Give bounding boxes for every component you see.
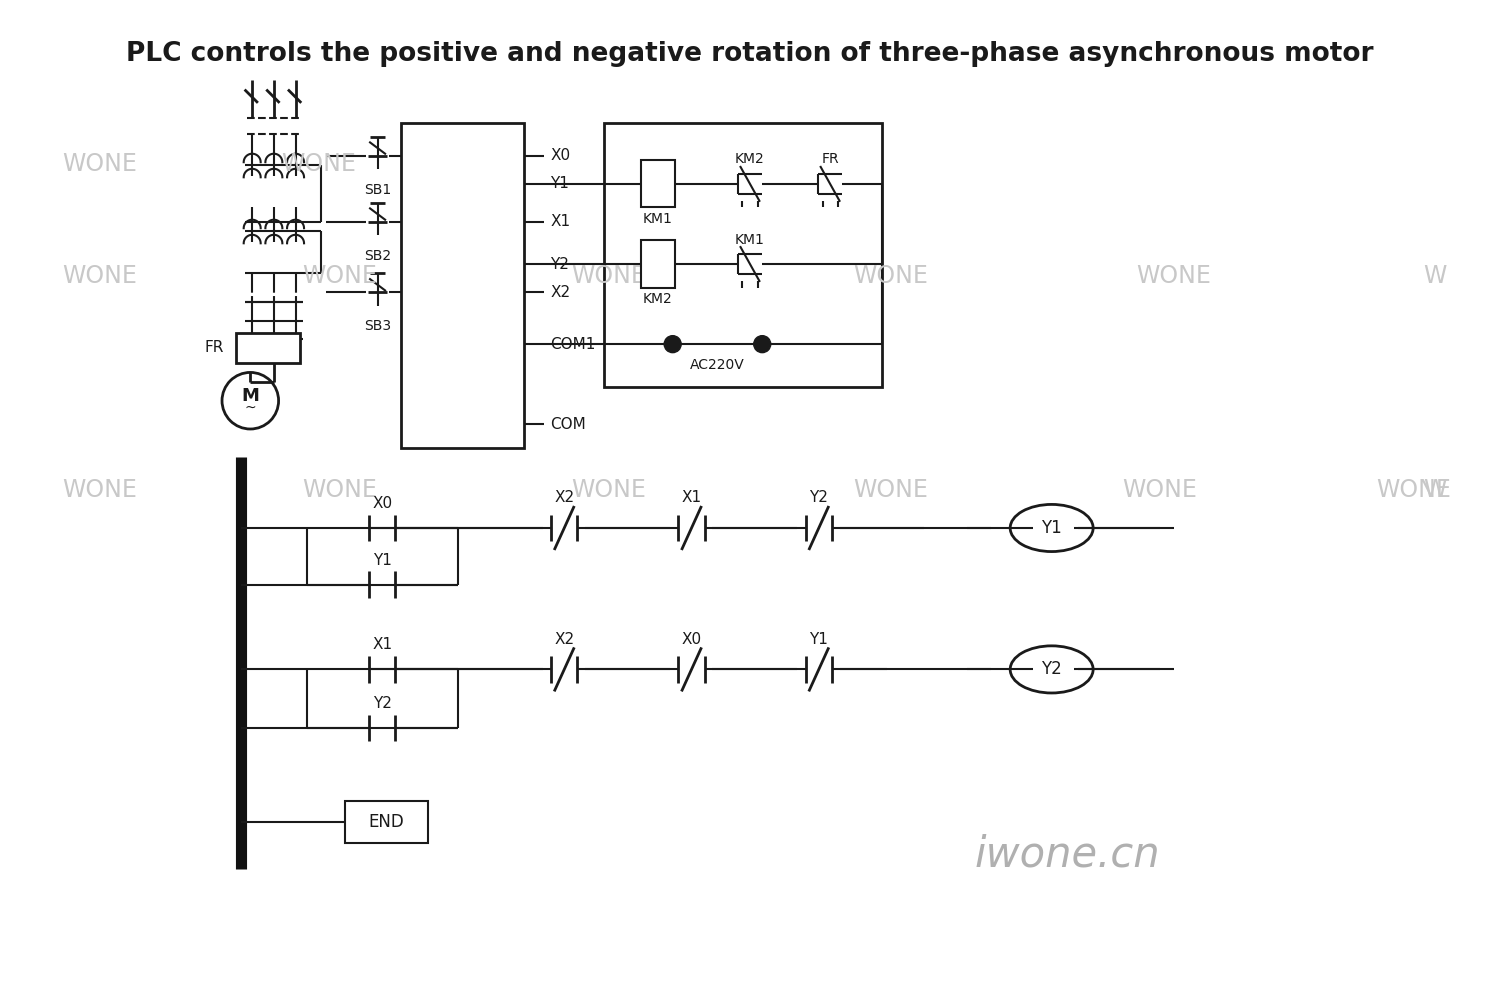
Text: SB3: SB3 <box>364 319 391 334</box>
Text: W: W <box>1423 478 1447 502</box>
Text: iwone.cn: iwone.cn <box>974 834 1160 875</box>
Text: WONE: WONE <box>1121 478 1196 502</box>
Text: M: M <box>241 387 259 405</box>
Text: WONE: WONE <box>1136 263 1211 288</box>
Text: WONE: WONE <box>571 263 646 288</box>
FancyBboxPatch shape <box>640 241 675 287</box>
Text: WONE: WONE <box>303 263 378 288</box>
Text: WONE: WONE <box>61 263 136 288</box>
Text: X0: X0 <box>682 632 702 646</box>
Text: WONE: WONE <box>853 263 928 288</box>
Text: KM2: KM2 <box>735 152 764 166</box>
Text: KM1: KM1 <box>735 233 764 247</box>
Text: Y1: Y1 <box>809 632 829 646</box>
Text: ~: ~ <box>244 400 256 415</box>
Text: X1: X1 <box>550 214 570 229</box>
Text: Y2: Y2 <box>373 696 391 711</box>
Text: SB1: SB1 <box>364 182 391 197</box>
Circle shape <box>664 336 681 352</box>
Text: X1: X1 <box>372 638 393 652</box>
FancyBboxPatch shape <box>604 123 881 386</box>
Text: FR: FR <box>204 341 223 355</box>
Text: WONE: WONE <box>61 478 136 502</box>
Text: COM: COM <box>550 417 586 432</box>
Text: Y2: Y2 <box>550 256 570 271</box>
Text: WONE: WONE <box>853 478 928 502</box>
Text: WONE: WONE <box>1376 478 1451 502</box>
FancyBboxPatch shape <box>402 123 523 447</box>
Text: X2: X2 <box>555 490 574 505</box>
Text: SB2: SB2 <box>364 248 391 262</box>
Text: PLC controls the positive and negative rotation of three-phase asynchronous moto: PLC controls the positive and negative r… <box>126 41 1373 66</box>
Text: Y1: Y1 <box>1042 519 1061 537</box>
Text: X2: X2 <box>550 285 570 300</box>
Text: X2: X2 <box>555 632 574 646</box>
Text: X0: X0 <box>550 148 570 163</box>
Text: W: W <box>1423 263 1447 288</box>
Text: END: END <box>369 813 403 832</box>
Text: WONE: WONE <box>303 478 378 502</box>
FancyBboxPatch shape <box>237 333 300 363</box>
Text: X0: X0 <box>372 496 393 511</box>
Circle shape <box>754 336 770 352</box>
Text: COM1: COM1 <box>550 337 595 351</box>
Text: KM2: KM2 <box>643 292 673 306</box>
Text: Y2: Y2 <box>1042 660 1061 678</box>
Text: AC220V: AC220V <box>690 358 745 372</box>
Text: Y1: Y1 <box>373 552 391 567</box>
Text: WONE: WONE <box>61 151 136 175</box>
Text: X1: X1 <box>682 490 702 505</box>
Text: WONE: WONE <box>280 151 355 175</box>
Text: FR: FR <box>821 152 839 166</box>
FancyBboxPatch shape <box>640 160 675 208</box>
Text: Y2: Y2 <box>809 490 829 505</box>
Text: WONE: WONE <box>571 478 646 502</box>
FancyBboxPatch shape <box>345 801 427 842</box>
Text: KM1: KM1 <box>643 212 673 226</box>
Text: Y1: Y1 <box>550 176 570 191</box>
